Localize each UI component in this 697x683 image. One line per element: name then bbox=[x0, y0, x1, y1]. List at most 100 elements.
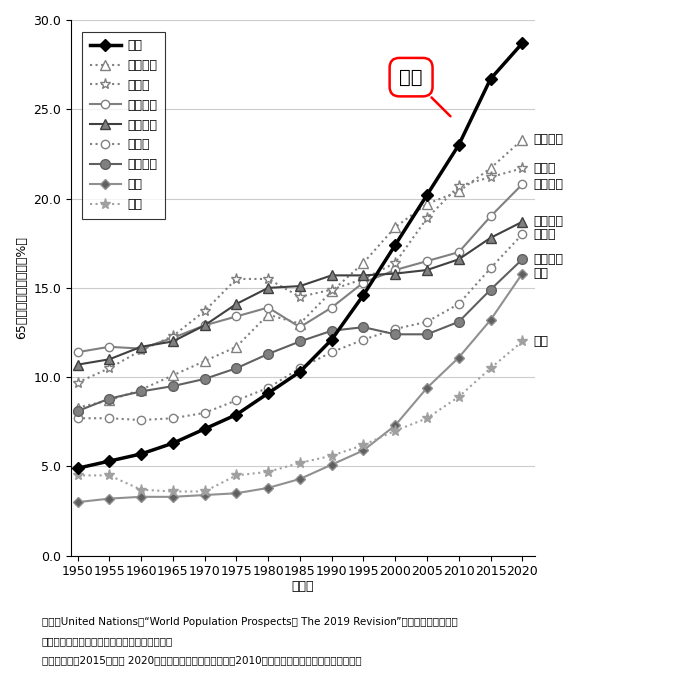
カナダ bbox=[487, 264, 495, 273]
イギリス bbox=[201, 321, 209, 329]
中国 bbox=[359, 441, 367, 449]
中国 bbox=[454, 393, 463, 401]
イギリス bbox=[454, 255, 463, 264]
日本 bbox=[264, 389, 273, 398]
日本 bbox=[359, 291, 367, 299]
Text: アメリカ: アメリカ bbox=[534, 253, 564, 266]
中国 bbox=[328, 451, 336, 460]
Text: ただし，日本は国勢調査の結果による。: ただし，日本は国勢調査の結果による。 bbox=[42, 636, 173, 646]
ドイツ bbox=[201, 307, 209, 315]
イギリス bbox=[137, 343, 145, 351]
韓国 bbox=[105, 494, 114, 503]
カナダ bbox=[232, 396, 240, 404]
アメリカ bbox=[391, 330, 399, 338]
イギリス bbox=[359, 271, 367, 279]
アメリカ bbox=[454, 318, 463, 326]
イギリス bbox=[73, 361, 82, 369]
イタリア bbox=[391, 223, 399, 232]
中国 bbox=[105, 471, 114, 479]
イタリア bbox=[232, 343, 240, 351]
韓国 bbox=[264, 484, 273, 492]
Text: カナダ: カナダ bbox=[534, 228, 556, 241]
日本 bbox=[518, 39, 526, 47]
ドイツ bbox=[359, 275, 367, 283]
フランス bbox=[264, 303, 273, 311]
フランス bbox=[359, 279, 367, 287]
カナダ bbox=[359, 335, 367, 344]
Text: 日本: 日本 bbox=[399, 68, 450, 116]
Text: イタリア: イタリア bbox=[534, 133, 564, 146]
フランス bbox=[518, 180, 526, 189]
韓国 bbox=[454, 353, 463, 361]
フランス bbox=[454, 248, 463, 256]
日本 bbox=[487, 75, 495, 83]
イタリア bbox=[454, 187, 463, 195]
日本 bbox=[105, 457, 114, 465]
中国 bbox=[201, 488, 209, 496]
アメリカ bbox=[359, 323, 367, 331]
フランス bbox=[169, 334, 177, 342]
韓国 bbox=[423, 384, 431, 392]
中国 bbox=[296, 459, 304, 467]
ドイツ bbox=[391, 259, 399, 267]
イタリア bbox=[487, 164, 495, 172]
カナダ bbox=[73, 414, 82, 422]
イタリア bbox=[423, 200, 431, 208]
中国 bbox=[423, 414, 431, 422]
ドイツ bbox=[105, 364, 114, 372]
アメリカ bbox=[487, 285, 495, 294]
X-axis label: （年）: （年） bbox=[292, 580, 314, 593]
韓国 bbox=[73, 498, 82, 506]
ドイツ bbox=[518, 164, 526, 172]
ドイツ bbox=[296, 293, 304, 301]
イギリス bbox=[296, 282, 304, 290]
Line: アメリカ: アメリカ bbox=[72, 255, 527, 416]
韓国 bbox=[201, 491, 209, 499]
フランス bbox=[137, 344, 145, 352]
ドイツ bbox=[487, 173, 495, 181]
イギリス bbox=[328, 271, 336, 279]
Text: ドイツ: ドイツ bbox=[534, 162, 556, 175]
アメリカ bbox=[73, 407, 82, 415]
Text: 資料：United Nations，“World Population Prospects， The 2019 Revision”による年央推計値。: 資料：United Nations，“World Population Pros… bbox=[42, 617, 457, 627]
フランス bbox=[296, 323, 304, 331]
Text: 注）　日本の2015年及び 2020年は不詳補完値により算出。2010年以前は分母から不詳を除いて算出: 注） 日本の2015年及び 2020年は不詳補完値により算出。2010年以前は分… bbox=[42, 655, 362, 665]
カナダ bbox=[169, 414, 177, 422]
韓国 bbox=[328, 460, 336, 469]
韓国 bbox=[137, 492, 145, 501]
イタリア bbox=[296, 320, 304, 328]
イタリア bbox=[105, 396, 114, 404]
イギリス bbox=[105, 355, 114, 363]
日本 bbox=[296, 367, 304, 376]
日本 bbox=[137, 450, 145, 458]
フランス bbox=[423, 257, 431, 265]
ドイツ bbox=[137, 346, 145, 354]
ドイツ bbox=[73, 378, 82, 387]
アメリカ bbox=[328, 326, 336, 335]
イギリス bbox=[169, 337, 177, 346]
Line: イタリア: イタリア bbox=[72, 135, 527, 413]
中国 bbox=[73, 471, 82, 479]
カナダ bbox=[105, 414, 114, 422]
イタリア bbox=[264, 311, 273, 319]
イタリア bbox=[169, 372, 177, 380]
カナダ bbox=[296, 364, 304, 372]
アメリカ bbox=[105, 395, 114, 403]
韓国 bbox=[232, 489, 240, 497]
韓国 bbox=[359, 446, 367, 454]
Text: フランス: フランス bbox=[534, 178, 564, 191]
カナダ bbox=[137, 416, 145, 424]
イタリア bbox=[73, 404, 82, 412]
Line: 日本: 日本 bbox=[73, 39, 526, 473]
日本 bbox=[169, 439, 177, 447]
Line: ドイツ: ドイツ bbox=[72, 163, 528, 388]
Line: フランス: フランス bbox=[73, 180, 526, 357]
日本 bbox=[454, 141, 463, 149]
フランス bbox=[232, 312, 240, 320]
日本 bbox=[232, 410, 240, 419]
Line: イギリス: イギリス bbox=[72, 217, 527, 370]
フランス bbox=[391, 266, 399, 274]
イタリア bbox=[359, 259, 367, 267]
Text: イギリス: イギリス bbox=[534, 215, 564, 228]
韓国 bbox=[487, 316, 495, 324]
